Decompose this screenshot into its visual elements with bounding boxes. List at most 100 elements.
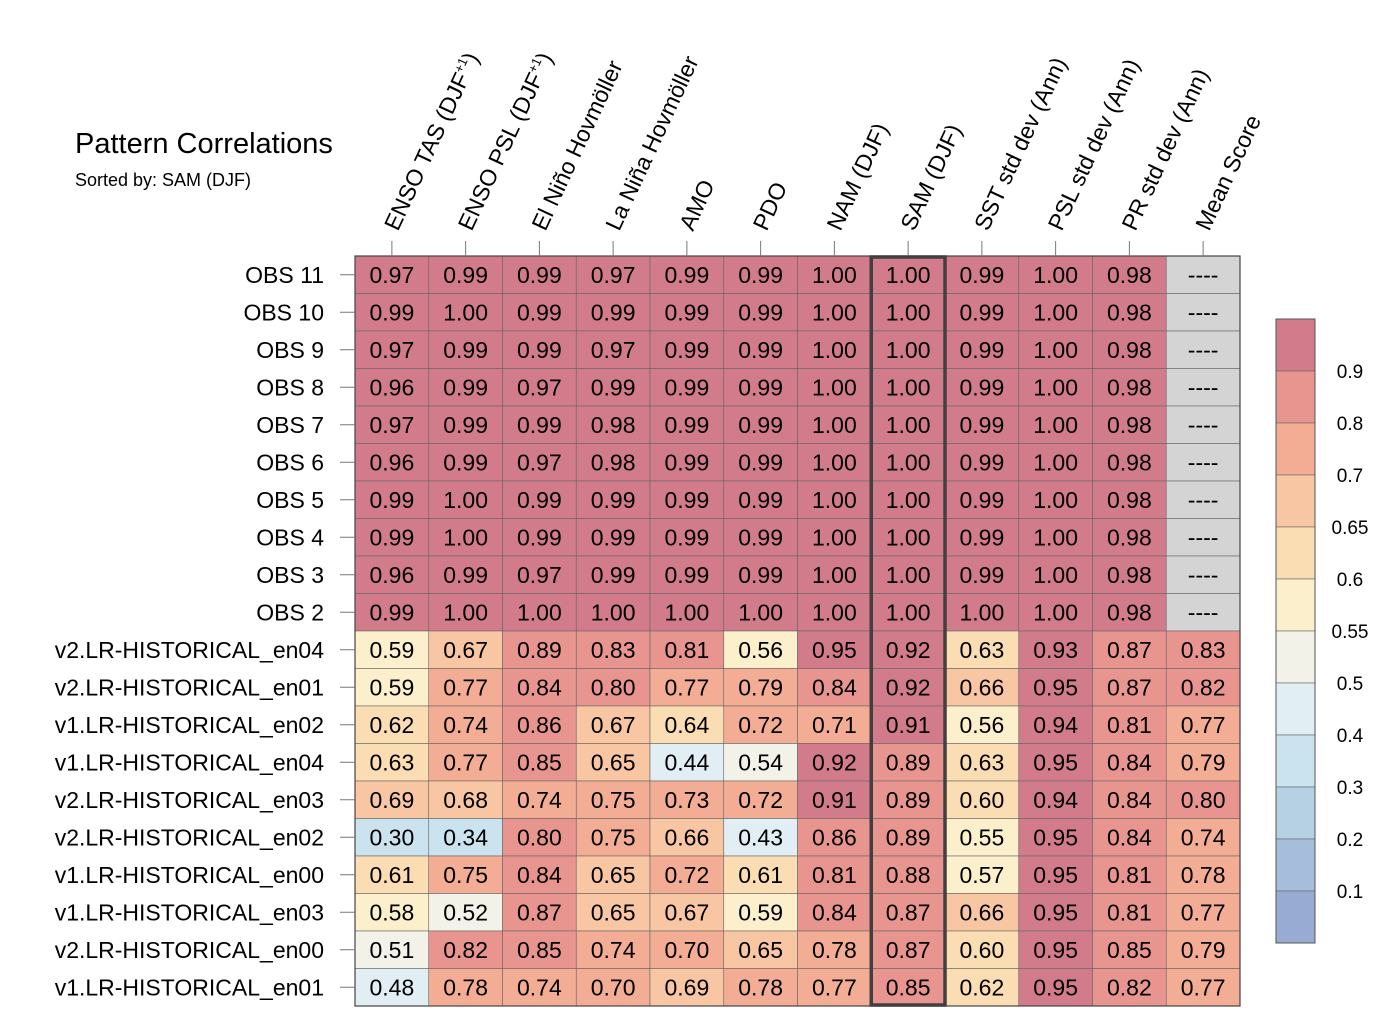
heatmap-cell [1092, 818, 1167, 857]
cell-value: 0.59 [369, 674, 414, 700]
heatmap-cell [1165, 855, 1241, 894]
heatmap-cell [1165, 555, 1241, 594]
heatmap-cell [1092, 518, 1167, 557]
cell-value: 0.74 [1181, 824, 1226, 850]
heatmap-cell [1092, 330, 1167, 369]
cell-value: 0.99 [664, 412, 709, 438]
chart-subtitle: Sorted by: SAM (DJF) [75, 170, 251, 190]
heatmap-cell [870, 405, 946, 444]
cell-value: 0.87 [1107, 637, 1152, 663]
heatmap-cell [502, 480, 577, 519]
cell-value: 0.99 [959, 299, 1004, 325]
heatmap-cell [797, 930, 872, 969]
heatmap-cell [870, 780, 946, 819]
cell-value: 0.82 [1107, 974, 1152, 1000]
cell-value: 0.99 [591, 374, 636, 400]
heatmap-cell [944, 293, 1020, 332]
cell-value: 0.91 [812, 787, 857, 813]
cell-value: 0.99 [517, 524, 562, 550]
cell-value: 0.98 [1107, 412, 1152, 438]
cell-value: 0.99 [738, 299, 783, 325]
heatmap-cell [428, 480, 503, 519]
cell-value: 0.43 [738, 824, 783, 850]
cell-value: 1.00 [1033, 487, 1078, 513]
row-label: v1.LR-HISTORICAL_en04 [55, 749, 325, 775]
cell-value: 0.99 [664, 262, 709, 288]
heatmap-cell [428, 405, 503, 444]
heatmap-cell [1165, 968, 1241, 1007]
cell-value: 0.95 [812, 637, 857, 663]
heatmap-cell [428, 968, 503, 1007]
heatmap-cell [502, 818, 577, 857]
heatmap-cell [1092, 968, 1167, 1007]
cell-value: 0.62 [369, 712, 414, 738]
heatmap-cell [502, 405, 577, 444]
row-label: OBS 9 [256, 337, 324, 363]
cell-value: 0.95 [1033, 937, 1078, 963]
heatmap-cell [575, 480, 651, 519]
colorbar-bin [1275, 682, 1316, 736]
heatmap-cell [1018, 518, 1093, 557]
row-label: v1.LR-HISTORICAL_en02 [55, 712, 324, 738]
cell-value: 1.00 [812, 487, 857, 513]
cell-value: 1.00 [886, 374, 931, 400]
cell-value: 0.79 [1181, 749, 1226, 775]
heatmap-cell [944, 443, 1020, 482]
heatmap-cell [797, 705, 872, 744]
cell-value: 0.99 [369, 299, 414, 325]
colorbar-bin [1275, 786, 1316, 840]
cell-value: 0.72 [738, 787, 783, 813]
heatmap-cell [797, 518, 872, 557]
heatmap-cell [1018, 593, 1093, 632]
cell-value: ---- [1188, 487, 1219, 513]
cell-value: 0.57 [959, 862, 1004, 888]
heatmap-cell [1165, 480, 1241, 519]
cell-value: 0.82 [1181, 674, 1226, 700]
row-label: v2.LR-HISTORICAL_en04 [55, 637, 325, 663]
colorbar-tick-label: 0.7 [1337, 466, 1363, 487]
heatmap-cell [575, 518, 651, 557]
heatmap-cell [428, 893, 503, 932]
cell-value: 0.69 [664, 974, 709, 1000]
row-label: OBS 8 [256, 374, 324, 400]
cell-value: 0.82 [443, 937, 488, 963]
cell-value: 0.64 [664, 712, 709, 738]
cell-value: 0.99 [443, 374, 488, 400]
cell-value: ---- [1188, 262, 1219, 288]
colorbar-bin [1275, 474, 1316, 528]
cell-value: 0.99 [664, 374, 709, 400]
cell-value: 0.93 [1033, 637, 1078, 663]
cell-value: 0.99 [959, 262, 1004, 288]
heatmap-cell [1018, 855, 1093, 894]
heatmap-cell [502, 630, 577, 669]
heatmap-cell [1018, 780, 1093, 819]
cell-value: 0.99 [591, 487, 636, 513]
heatmap-cell [723, 443, 798, 482]
row-label: v2.LR-HISTORICAL_en02 [55, 824, 324, 850]
heatmap-cell [870, 443, 946, 482]
cell-value: 0.99 [738, 487, 783, 513]
cell-value: 0.99 [664, 337, 709, 363]
cell-value: 0.81 [1107, 899, 1152, 925]
cell-value: 0.99 [517, 412, 562, 438]
cell-value: 0.69 [369, 787, 414, 813]
row-label: v1.LR-HISTORICAL_en01 [55, 974, 324, 1000]
cell-value: 1.00 [591, 599, 636, 625]
cell-value: 0.85 [1107, 937, 1152, 963]
heatmap-cell [354, 630, 430, 669]
heatmap-cell [797, 330, 872, 369]
heatmap-cell [428, 518, 503, 557]
heatmap-cell [797, 368, 872, 407]
heatmap-cell [870, 593, 946, 632]
row-label: OBS 5 [256, 487, 324, 513]
heatmap-cell [1018, 893, 1093, 932]
cell-value: 0.85 [517, 749, 562, 775]
heatmap-cell [575, 743, 651, 782]
heatmap-cell [502, 368, 577, 407]
heatmap-cell [1018, 705, 1093, 744]
cell-value: 0.97 [369, 337, 414, 363]
cell-value: 0.98 [1107, 374, 1152, 400]
cell-value: 1.00 [1033, 449, 1078, 475]
heatmap-cell [797, 293, 872, 332]
heatmap-cell [428, 630, 503, 669]
